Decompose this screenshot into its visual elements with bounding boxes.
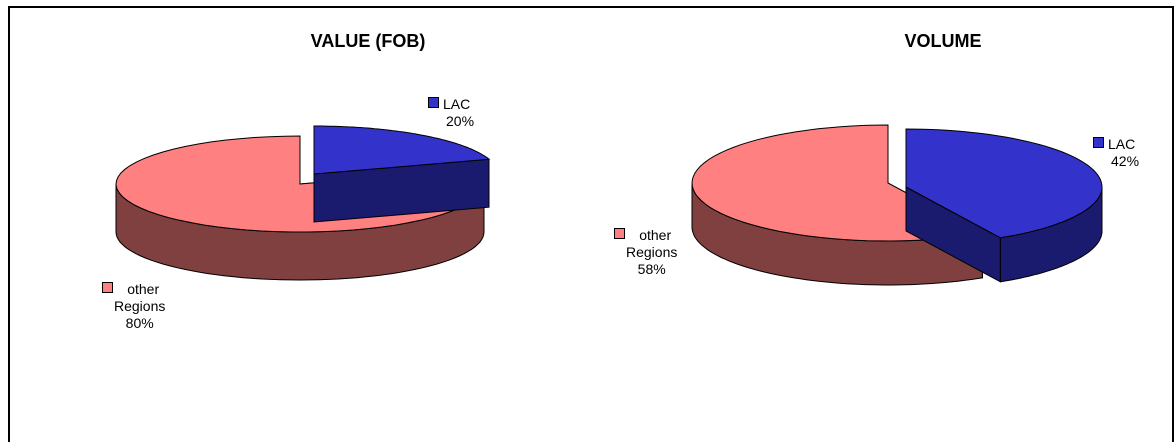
other-name-line2: Regions <box>114 298 166 314</box>
other-name-line1: other <box>639 227 672 243</box>
other-regions-swatch <box>102 282 114 293</box>
lac-swatch <box>428 97 439 108</box>
other-pct: 58% <box>637 261 666 277</box>
pie-slice-lac <box>313 125 491 223</box>
other-name-line2: Regions <box>626 244 678 260</box>
legend-label-other-regions: other Regions 80% <box>96 281 165 332</box>
value-fob-pie <box>115 125 491 281</box>
chart-title: VALUE (FOB) <box>310 31 426 51</box>
lac-name: LAC <box>443 96 471 112</box>
slice-top <box>313 125 491 175</box>
lac-name: LAC <box>1108 136 1136 152</box>
volume-pie <box>691 124 1103 286</box>
lac-pct: 20% <box>446 113 475 129</box>
slice-top <box>905 128 1103 239</box>
legend-label-lac: LAC 42% <box>1093 136 1139 170</box>
chart-title: VOLUME <box>904 31 982 51</box>
value-fob-chart: VALUE (FOB) LAC 20% other Regions 80% <box>0 0 588 440</box>
chart-frame <box>8 6 1174 442</box>
lac-pct: 42% <box>1111 153 1140 169</box>
legend-label-other-regions: other Regions 58% <box>608 227 677 278</box>
other-name-line1: other <box>127 281 160 297</box>
legend-label-lac: LAC 20% <box>428 96 474 130</box>
volume-chart: VOLUME LAC 42% other Regions 58% <box>588 0 1176 440</box>
lac-swatch <box>1093 137 1104 148</box>
other-regions-swatch <box>614 228 626 239</box>
pie-slice-lac <box>905 128 1103 283</box>
other-pct: 80% <box>125 315 154 331</box>
